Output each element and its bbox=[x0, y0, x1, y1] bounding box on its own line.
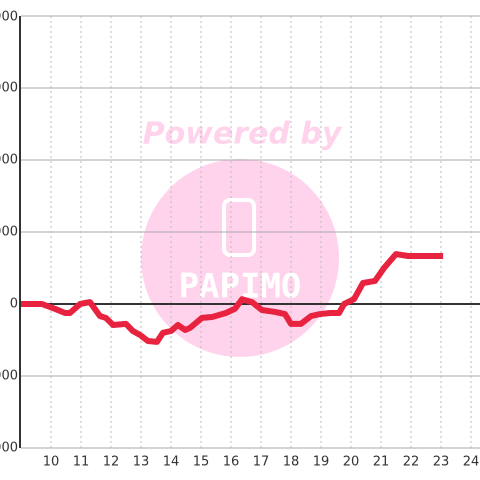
y-tick-label: 0 bbox=[10, 297, 18, 312]
x-tick-label: 15 bbox=[193, 455, 210, 470]
x-tick-label: 11 bbox=[73, 455, 90, 470]
x-tick-label: 21 bbox=[373, 455, 390, 470]
y-tick-label: -3,000 bbox=[0, 369, 18, 384]
x-tick-label: 22 bbox=[403, 455, 420, 470]
x-tick-label: 14 bbox=[163, 455, 180, 470]
y-tick-label: -6,000 bbox=[0, 441, 18, 456]
x-tick-label: 10 bbox=[43, 455, 60, 470]
x-tick-label: 17 bbox=[253, 455, 270, 470]
x-tick-label: 18 bbox=[283, 455, 300, 470]
watermark-icon bbox=[222, 198, 256, 257]
watermark-text: Powered by bbox=[143, 117, 343, 152]
x-tick-label: 19 bbox=[313, 455, 330, 470]
y-tick-label: 3,000 bbox=[0, 225, 18, 240]
x-tick-label: 20 bbox=[343, 455, 360, 470]
x-tick-label: 16 bbox=[223, 455, 240, 470]
y-tick-label: 6,000 bbox=[0, 153, 18, 168]
y-tick-label: 9,000 bbox=[0, 81, 18, 96]
y-tick-label: 12,000 bbox=[0, 10, 18, 25]
x-tick-label: 23 bbox=[433, 455, 450, 470]
watermark-circle bbox=[141, 159, 339, 357]
line bbox=[21, 251, 444, 345]
x-tick-label: 12 bbox=[103, 455, 120, 470]
x-tick-label: 24 bbox=[463, 455, 480, 470]
x-tick-label: 13 bbox=[133, 455, 150, 470]
watermark: Powered by PAPIMO bbox=[141, 117, 343, 357]
